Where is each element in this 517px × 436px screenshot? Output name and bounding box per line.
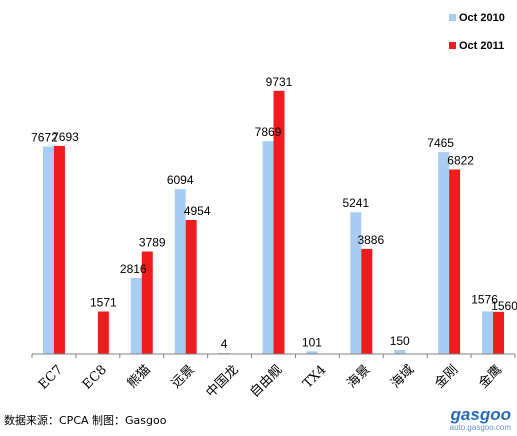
bar-oct-2010-金鹰 xyxy=(482,311,494,354)
bar-oct-2011-远景 xyxy=(185,220,197,354)
bar-oct-2011-海景 xyxy=(361,248,373,354)
bar-oct-2010-海域 xyxy=(394,349,406,354)
data-label-oct-2010-金刚: 7465 xyxy=(427,136,454,150)
bar-oct-2010-tx4 xyxy=(306,351,318,354)
bar-oct-2011-金刚 xyxy=(449,169,461,354)
bar-oct-2011-金鹰 xyxy=(493,311,505,354)
source-note: 数据来源：CPCA 制图：Gasgoo xyxy=(4,414,167,427)
legend-label-oct-2011: Oct 2011 xyxy=(459,40,504,52)
x-tick-label-中国龙: 中国龙 xyxy=(203,362,241,400)
gasgoo-watermark: gasgoo auto.gasgoo.com xyxy=(450,406,511,432)
chart-legend: Oct 2010 Oct 2011 xyxy=(449,12,505,52)
data-label-oct-2010-熊猫: 2816 xyxy=(120,262,147,276)
data-label-oct-2011-熊猫: 3789 xyxy=(139,236,166,250)
x-tick-label-远景: 远景 xyxy=(169,362,198,391)
data-label-oct-2011-远景: 4954 xyxy=(184,204,211,218)
data-label-oct-2010-海域: 150 xyxy=(390,334,410,348)
data-label-oct-2010-tx4: 101 xyxy=(302,335,322,349)
legend-swatch-oct-2011 xyxy=(449,42,456,49)
legend-label-oct-2010: Oct 2010 xyxy=(459,12,505,24)
bar-oct-2011-ec7 xyxy=(53,145,65,354)
x-tick-label-熊猫: 熊猫 xyxy=(124,362,154,392)
x-tick-label-ec8: EC8 xyxy=(80,362,110,392)
data-label-oct-2011-金刚: 6822 xyxy=(447,153,474,167)
data-label-oct-2011-ec8: 1571 xyxy=(90,296,117,310)
data-label-oct-2011-海景: 3886 xyxy=(357,233,384,247)
bar-oct-2010-ec7 xyxy=(42,146,54,354)
x-tick-label-自由舰: 自由舰 xyxy=(247,362,285,400)
bar-oct-2011-自由舰 xyxy=(273,90,285,354)
bar-oct-2010-自由舰 xyxy=(262,141,274,354)
data-label-oct-2010-自由舰: 7869 xyxy=(255,125,282,139)
x-tick-label-金鹰: 金鹰 xyxy=(475,362,505,392)
data-label-oct-2010-中国龙: 4 xyxy=(221,337,228,351)
bar-oct-2010-熊猫 xyxy=(130,277,142,354)
legend-swatch-oct-2010 xyxy=(449,14,456,21)
bar-oct-2010-海景 xyxy=(350,212,362,354)
bar-oct-2010-金刚 xyxy=(438,152,450,354)
x-tick-label-ec7: EC7 xyxy=(36,362,66,392)
data-label-oct-2011-ec7: 7693 xyxy=(52,130,79,144)
x-tick-label-海景: 海景 xyxy=(344,362,373,391)
bar-oct-2011-ec8 xyxy=(97,311,109,354)
data-label-oct-2010-远景: 6094 xyxy=(167,173,194,187)
x-tick-label-金刚: 金刚 xyxy=(431,362,461,392)
data-label-oct-2010-ec7: 7672 xyxy=(31,130,58,144)
data-label-oct-2011-金鹰: 1560 xyxy=(491,299,517,313)
data-label-oct-2010-海景: 5241 xyxy=(342,196,369,210)
bar-oct-2010-远景 xyxy=(174,189,186,354)
data-label-oct-2011-自由舰: 9731 xyxy=(266,75,293,89)
bar-oct-2011-熊猫 xyxy=(141,251,153,354)
x-axis: EC7 EC8 熊猫 远景 中国龙 自由舰 TX4 海景 海域 金刚 金鹰 xyxy=(31,353,516,401)
x-tick-label-海域: 海域 xyxy=(388,362,417,391)
watermark-logo: gasgoo xyxy=(450,405,511,424)
data-label-oct-2010-金鹰: 1576 xyxy=(471,292,498,306)
chart-bars xyxy=(42,90,505,354)
x-tick-label-tx4: TX4 xyxy=(300,362,329,391)
watermark-url: auto.gasgoo.com xyxy=(449,423,511,432)
